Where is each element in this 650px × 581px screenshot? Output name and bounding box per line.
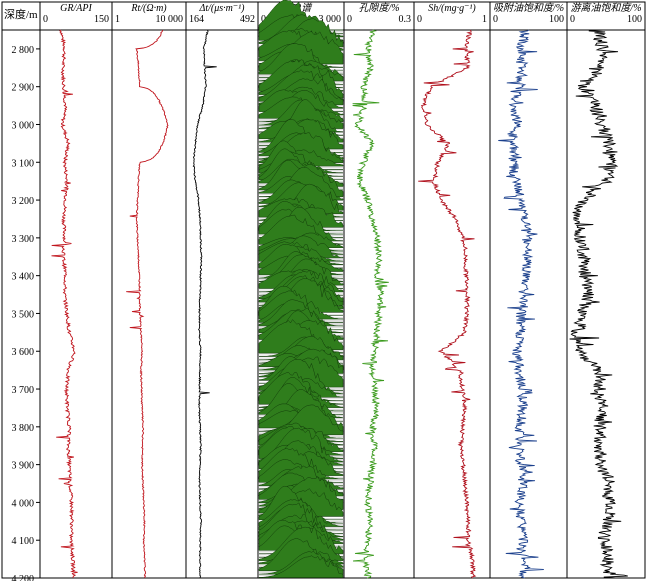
track-title: Δt/(μs·m⁻¹) xyxy=(199,3,246,14)
depth-axis-label: 深度/m xyxy=(4,7,38,21)
track-min-label: 0 xyxy=(347,14,352,25)
track-title: GR/API xyxy=(60,3,92,14)
curve-1 xyxy=(126,29,169,579)
t2-spectrum xyxy=(258,0,344,578)
curve-2 xyxy=(192,29,217,579)
depth-tick-label: 2 900 xyxy=(12,83,35,94)
depth-tick-label: 3 900 xyxy=(12,461,35,472)
depth-tick-label: 3 700 xyxy=(12,385,35,396)
track-min-label: 0 xyxy=(417,14,422,25)
depth-tick-label: 3 800 xyxy=(12,423,35,434)
track-min-label: 0 xyxy=(493,14,498,25)
depth-tick-label: 4 100 xyxy=(12,536,35,547)
track-min-label: 0 xyxy=(43,14,48,25)
curve-4 xyxy=(352,29,389,579)
curve-7 xyxy=(569,29,628,579)
depth-tick-label: 3 000 xyxy=(12,120,35,131)
track-max-label: 3 000 xyxy=(319,14,342,25)
curve-5 xyxy=(418,29,477,579)
track-max-label: 100 xyxy=(627,14,642,25)
track-max-label: 100 xyxy=(549,14,564,25)
depth-tick-label: 3 500 xyxy=(12,309,35,320)
curve-6 xyxy=(498,29,544,579)
track-title: Rt/(Ω·m) xyxy=(130,3,167,14)
track-max-label: 1 xyxy=(482,14,487,25)
depth-tick-label: 3 400 xyxy=(12,272,35,283)
track-max-label: 10 000 xyxy=(156,14,184,25)
track-title: 游离油饱和度/% xyxy=(570,2,641,14)
track-title: 孔隙度/% xyxy=(358,2,399,14)
track-max-label: 492 xyxy=(240,14,255,25)
depth-tick-label: 3 100 xyxy=(12,158,35,169)
depth-tick-label: 4 000 xyxy=(12,498,35,509)
track-title: Sh/(mg·g⁻¹) xyxy=(428,3,476,14)
depth-tick-label: 3 200 xyxy=(12,196,35,207)
t2-peak xyxy=(258,555,344,578)
track-title: 吸附油饱和度/% xyxy=(493,2,564,14)
depth-tick-label: 2 800 xyxy=(12,45,35,56)
track-min-label: 164 xyxy=(189,14,204,25)
curve-0 xyxy=(51,29,78,579)
track-min-label: 1 xyxy=(115,14,120,25)
track-max-label: 0.3 xyxy=(399,14,412,25)
depth-tick-label: 3 300 xyxy=(12,234,35,245)
depth-tick-label: 3 600 xyxy=(12,347,35,358)
track-min-label: 0 xyxy=(570,14,575,25)
track-max-label: 150 xyxy=(94,14,109,25)
depth-tick-label: 4 200 xyxy=(12,574,35,581)
